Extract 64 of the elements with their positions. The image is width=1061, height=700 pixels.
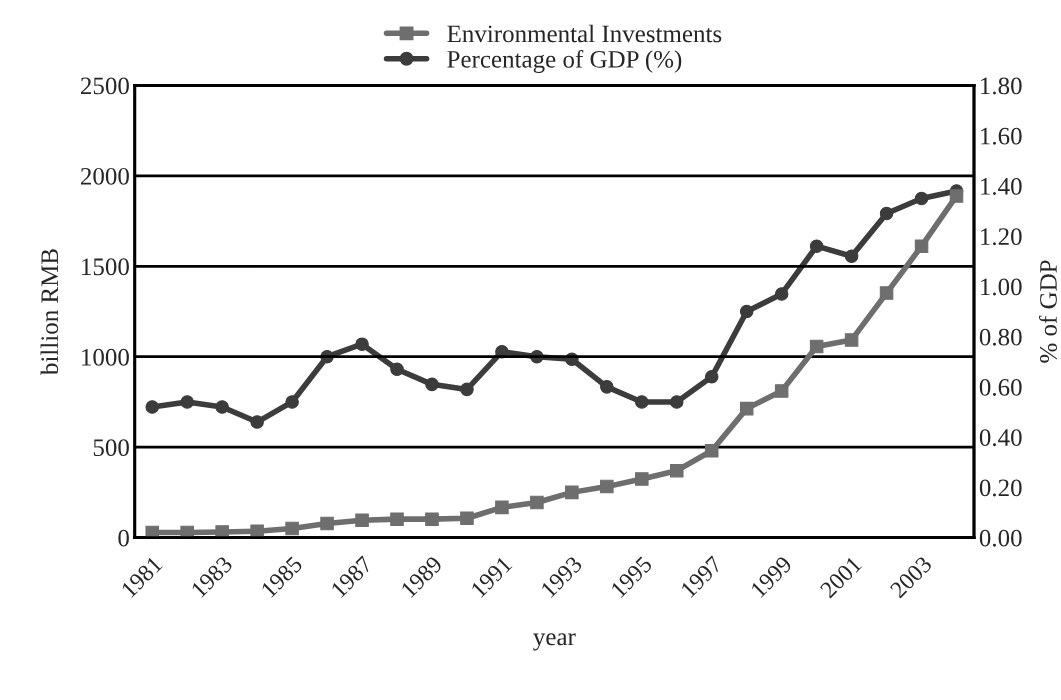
point [145,400,159,414]
y2-tick-label: 0.40 [979,429,1022,447]
point [530,495,544,510]
point [774,384,789,398]
y2-tick-label: 0.20 [979,479,1022,497]
point [390,362,404,377]
point [320,516,334,531]
y-tick-label: 1000 [82,348,129,366]
point [669,463,684,478]
x-tick-label: 1991 [470,555,513,598]
y-tick-label: 500 [93,439,129,457]
point [600,479,614,494]
x-axis-title: year [533,633,576,651]
y-tick-label: 2500 [80,77,129,95]
point [914,239,929,253]
point [215,400,229,414]
point [600,380,614,394]
point [844,333,859,347]
point [635,472,649,486]
point [390,512,404,526]
y2-tick-label: 1.40 [981,177,1022,195]
y-tick-label: 1500 [82,258,129,276]
point [180,395,194,409]
point [809,339,824,354]
point [250,415,264,429]
y2-tick-label: 0.00 [979,529,1022,547]
y-axis-title: billion RMB [40,249,59,376]
y2-tick-label: 1.00 [981,278,1022,296]
point [285,395,299,409]
point [425,512,439,526]
point [739,401,754,416]
x-tick-label: 1981 [120,555,163,598]
y2-tick-label: 1.80 [981,77,1022,95]
y2-tick-label: 0.80 [979,328,1022,346]
point [704,444,719,458]
point [460,511,474,526]
point [635,395,649,409]
point [215,525,229,538]
point [774,287,789,301]
y2-axis-title: % of GDP [1039,260,1057,363]
point [250,524,264,538]
point [285,521,299,536]
legend-label: Environmental Investments [447,24,722,43]
point [460,382,474,397]
y-tick-label: 0 [118,529,129,547]
point [355,513,369,528]
point [355,337,369,351]
point [495,500,509,515]
point [669,395,684,409]
y2-tick-label: 1.20 [981,228,1022,246]
point [425,377,439,392]
point [914,191,929,206]
y2-tick-label: 1.60 [981,127,1022,145]
point [844,249,859,263]
point [704,370,719,384]
point [949,189,964,203]
point [565,485,579,500]
point [739,304,754,319]
y-tick-label: 2000 [80,167,129,185]
point [879,286,894,300]
y2-tick-label: 0.60 [979,378,1022,396]
point [809,239,824,253]
legend-label: Percentage of GDP (%) [447,49,682,73]
point [879,206,894,221]
